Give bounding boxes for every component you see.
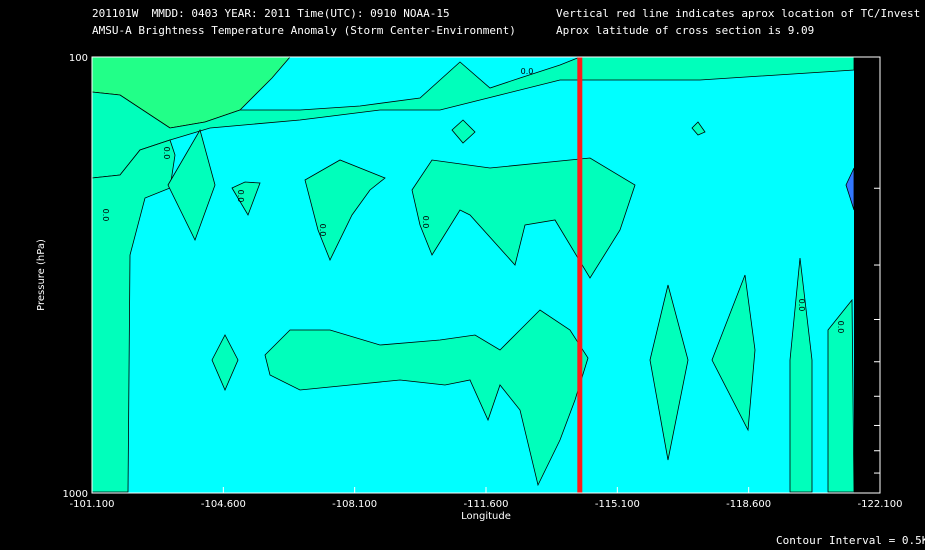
region-east-lobe-d [827, 298, 855, 493]
contour-label: 0.0 [236, 190, 245, 203]
contour-label: 0.0 [318, 224, 327, 237]
region-east-lobe-b [711, 274, 756, 432]
contour-label: 0.0 [797, 299, 806, 312]
region-east-lobe-c [789, 257, 813, 493]
x-tick-label: -122.100 [858, 499, 903, 510]
x-tick-label: -104.600 [201, 499, 246, 510]
contour-label: 0.0 [101, 209, 110, 222]
contour-label: 0.0 [162, 147, 171, 160]
header-line1-left: 201101W MMDD: 0403 YEAR: 2011 Time(UTC):… [92, 7, 450, 20]
x-tick-label: -115.100 [595, 499, 640, 510]
x-axis-label: Longitude [461, 511, 511, 522]
header-line2-left: AMSU-A Brightness Temperature Anomaly (S… [92, 24, 516, 37]
header-line1-right: Vertical red line indicates aprox locati… [556, 7, 921, 20]
y-tick-label: 100 [69, 53, 88, 64]
contour-label: 0.0 [836, 321, 845, 334]
x-axis-ticks: -101.100 -104.600 -108.100 -111.600 -115.100… [70, 487, 903, 510]
x-tick-label: -111.600 [464, 499, 509, 510]
y-tick-label: 1000 [63, 489, 88, 500]
contour-interval-text: Contour Interval = 0.5K [776, 534, 925, 547]
region-lower-band-main [264, 309, 589, 487]
y-axis-label: Pressure (hPa) [36, 239, 47, 311]
no-data-strip [854, 57, 880, 493]
x-tick-label: -108.100 [332, 499, 377, 510]
region-island-b [691, 121, 706, 136]
x-tick-label: -118.600 [726, 499, 771, 510]
region-left-diamond [167, 128, 216, 242]
region-east-edge [845, 167, 855, 211]
x-tick-label: -101.100 [70, 499, 115, 510]
contour-labels: 0.0 0.0 0.0 0.0 0.0 0.0 0.0 0.0 [101, 67, 845, 333]
y-axis-ticks: 100 1000 [63, 53, 880, 500]
region-island-c [231, 181, 261, 216]
contour-label: 0.0 [421, 216, 430, 229]
region-lower-band [211, 334, 239, 392]
region-east-lobe-a [649, 284, 689, 461]
header-line2-right: Aprox latitude of cross section is 9.09 [556, 24, 815, 37]
contour-label: 0.0 [521, 67, 534, 76]
region-island-a [451, 119, 476, 144]
region-mid-band [304, 159, 386, 261]
